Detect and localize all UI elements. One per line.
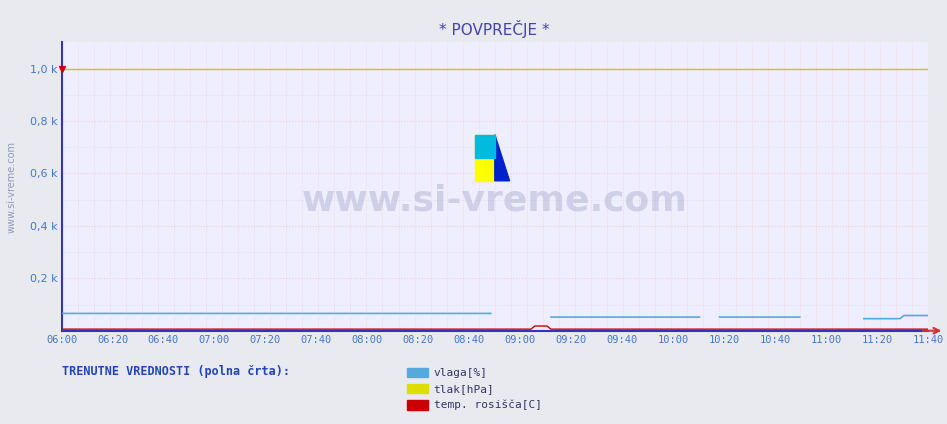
Polygon shape [474, 135, 495, 181]
Text: TRENUTNE VREDNOSTI (polna črta):: TRENUTNE VREDNOSTI (polna črta): [62, 365, 290, 378]
Polygon shape [474, 135, 495, 158]
Text: tlak[hPa]: tlak[hPa] [434, 384, 494, 394]
Title: * POVPREČJE *: * POVPREČJE * [439, 20, 550, 39]
Text: vlaga[%]: vlaga[%] [434, 368, 488, 378]
Polygon shape [495, 135, 509, 181]
Text: www.si-vreme.com: www.si-vreme.com [7, 141, 16, 232]
Text: temp. rosišča[C]: temp. rosišča[C] [434, 400, 542, 410]
Text: www.si-vreme.com: www.si-vreme.com [302, 184, 688, 218]
